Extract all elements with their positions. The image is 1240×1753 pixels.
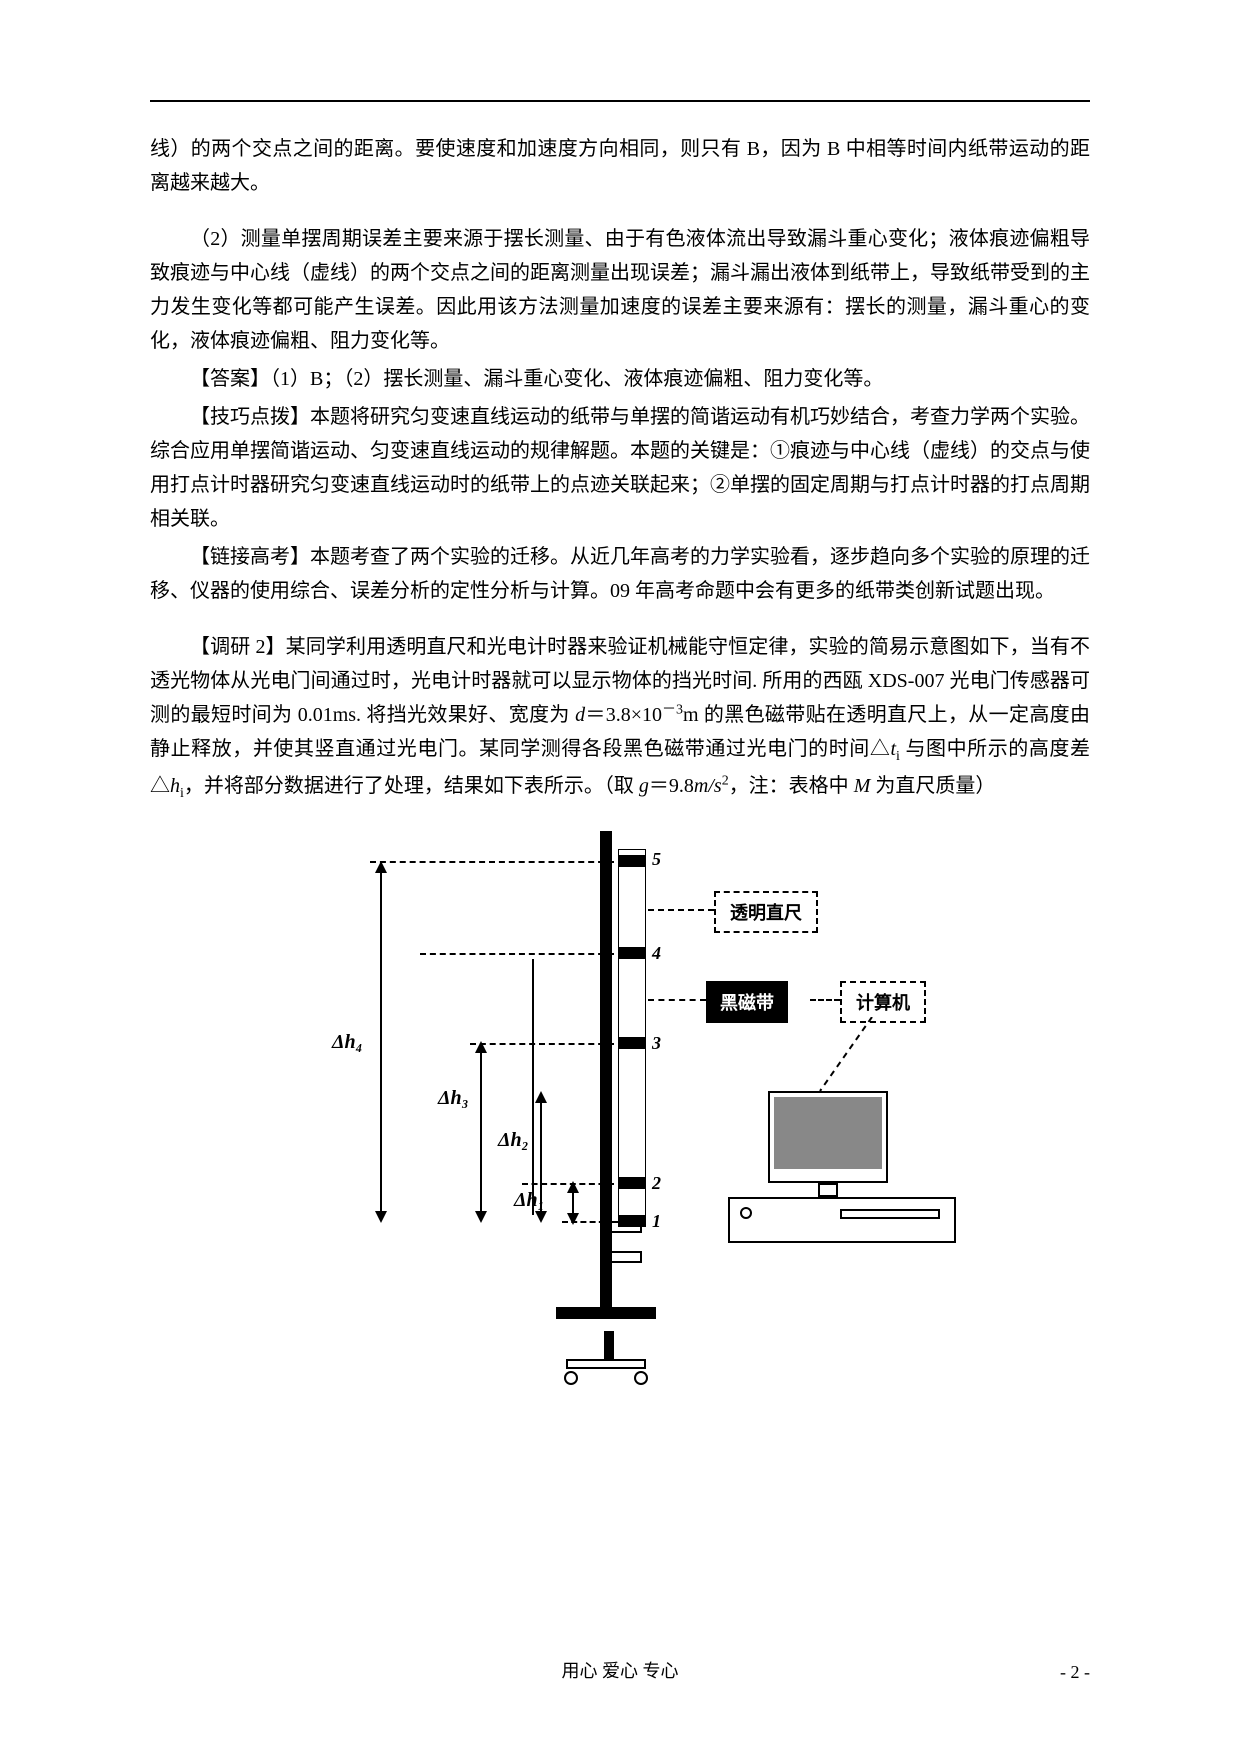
stand-foot — [566, 1331, 646, 1371]
unit-ms2: m/s — [694, 775, 722, 797]
monitor-stand — [818, 1183, 838, 1197]
label-h4: Δh₄ — [332, 1031, 363, 1054]
var-h: h — [170, 775, 180, 797]
dash-pc-line — [810, 999, 840, 1001]
num-5: 5 — [652, 849, 661, 870]
p6g: ，注：表格中 — [729, 775, 854, 797]
top-rule — [150, 100, 1090, 102]
footer-motto: 用心 爱心 专心 — [0, 1657, 1240, 1683]
paragraph-1: 线）的两个交点之间的距离。要使速度和加速度方向相同，则只有 B，因为 B 中相等… — [150, 132, 1090, 200]
num-3: 3 — [652, 1033, 661, 1054]
arrow-h1-up — [567, 1181, 579, 1193]
dash-5 — [370, 861, 614, 863]
band-2 — [618, 1177, 646, 1189]
p6f: ＝9.8 — [649, 775, 694, 797]
desk-knob — [740, 1207, 752, 1219]
arrow-h4-up — [375, 861, 387, 873]
dash-ruler — [648, 909, 714, 911]
label-tape: 黑磁带 — [706, 981, 788, 1023]
band-1 — [618, 1215, 646, 1227]
arrow-h3-down — [475, 1211, 487, 1223]
gaokao-link: 【链接高考】本题考查了两个实验的迁移。从近几年高考的力学实验看，逐步趋向多个实验… — [150, 540, 1090, 608]
var-M: M — [854, 775, 871, 797]
dash-tape-line — [648, 999, 706, 1001]
band-3 — [618, 1037, 646, 1049]
num-2: 2 — [652, 1173, 661, 1194]
research-2: 【调研 2】某同学利用透明直尺和光电计时器来验证机械能守恒定律，实验的简易示意图… — [150, 630, 1090, 806]
arrow-h2-d — [535, 1211, 547, 1223]
arrow-h1-down — [567, 1213, 579, 1225]
arrow-h4 — [380, 869, 382, 1215]
page-number: - 2 - — [1060, 1662, 1090, 1683]
arrow-h2 — [532, 959, 534, 1215]
label-h3: Δh₃ — [438, 1087, 469, 1110]
photogate-bottom — [612, 1251, 642, 1263]
monitor-screen — [774, 1097, 882, 1169]
label-ruler: 透明直尺 — [714, 891, 818, 933]
arrow-h3-up — [475, 1041, 487, 1053]
desk — [728, 1197, 956, 1243]
desk-slot — [840, 1209, 940, 1219]
p6e: ，并将部分数据进行了处理，结果如下表所示。（取 — [184, 775, 639, 797]
dash-3 — [470, 1043, 614, 1045]
num-4: 4 — [652, 943, 661, 964]
arrow-h3 — [480, 1049, 482, 1215]
p6h: 为直尺质量） — [870, 775, 995, 797]
band-5 — [618, 855, 646, 867]
band-4 — [618, 947, 646, 959]
num-1: 1 — [652, 1211, 661, 1232]
sup-2: 2 — [722, 773, 729, 788]
pc-link — [800, 1017, 880, 1093]
stand-vertical — [600, 831, 612, 1311]
paragraph-2: （2）测量单摆周期误差主要来源于摆长测量、由于有色液体流出导致漏斗重心变化；液体… — [150, 222, 1090, 358]
label-h1: Δh₁ — [514, 1189, 545, 1212]
var-g: g — [639, 775, 649, 797]
dash-4 — [420, 953, 614, 955]
exp-neg3: －3 — [662, 702, 683, 717]
arrow-h2-u — [535, 1091, 547, 1103]
var-d: d — [575, 704, 585, 726]
experiment-diagram: 5 4 3 2 1 透明直尺 黑磁带 计算机 — [280, 831, 960, 1411]
label-h2: Δh₂ — [498, 1129, 529, 1152]
tips: 【技巧点拨】本题将研究匀变速直线运动的纸带与单摆的简谐运动有机巧妙结合，考查力学… — [150, 400, 1090, 536]
arrow-h4-down — [375, 1211, 387, 1223]
p6b: ＝3.8×10 — [585, 704, 662, 726]
answer: 【答案】（1）B；（2）摆长测量、漏斗重心变化、液体痕迹偏粗、阻力变化等。 — [150, 362, 1090, 396]
stand-base — [556, 1307, 656, 1319]
